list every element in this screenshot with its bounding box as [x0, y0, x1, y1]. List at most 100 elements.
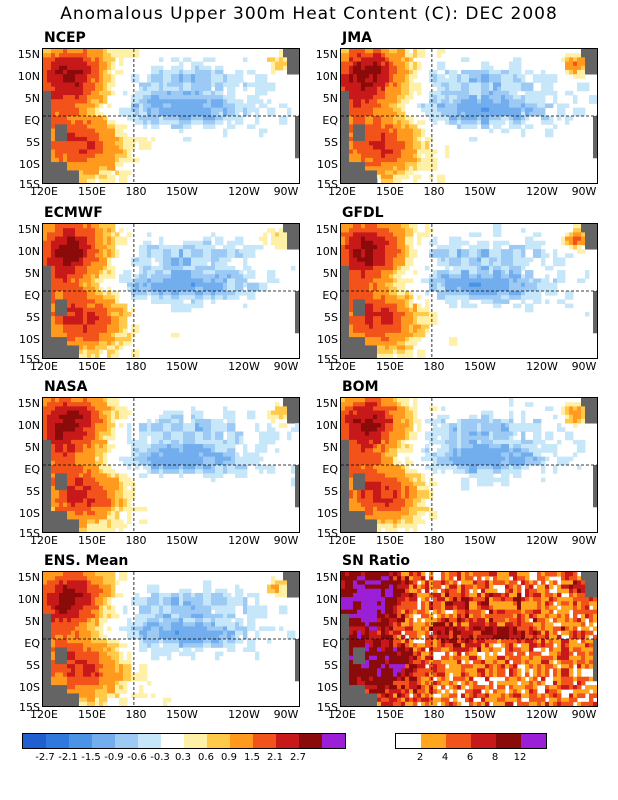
panel-title: ECMWF	[44, 205, 103, 221]
lat-tick-label: 5N	[24, 267, 40, 280]
lat-tick-label: 15N	[17, 397, 40, 410]
lat-tick-label: 10N	[17, 245, 40, 258]
lon-tick-label: 90W	[571, 708, 597, 721]
lat-tick-label: 15S	[317, 353, 338, 366]
lat-tick-label: 5S	[324, 136, 338, 149]
lon-tick-label: 90W	[571, 360, 597, 373]
colorbar-label: 0.6	[198, 752, 214, 763]
colorbar-swatch	[396, 734, 421, 748]
lat-tick-label: 15N	[17, 48, 40, 61]
contour-field	[43, 49, 299, 183]
lat-tick-label: 5N	[322, 615, 338, 628]
lon-tick-label: 180	[423, 185, 445, 198]
colorbar-swatch	[184, 734, 207, 748]
lon-tick-label: 120W	[526, 534, 558, 547]
lon-tick-label: 120W	[526, 708, 558, 721]
colorbar-label: -0.9	[104, 752, 124, 763]
colorbar-swatch	[322, 734, 345, 748]
lon-tick-label: 180	[125, 534, 147, 547]
lon-tick-label: 120W	[228, 708, 260, 721]
lat-tick-label: 5S	[26, 659, 40, 672]
lat-tick-label: 10N	[315, 419, 338, 432]
lon-tick-label: 120W	[228, 534, 260, 547]
figure-title: Anomalous Upper 300m Heat Content (C): D…	[60, 4, 558, 24]
lat-tick-label: 15S	[19, 527, 40, 540]
map-panel-sn-ratio: SN Ratio 15N 10N 5N EQ 5S 10S 15S 120E 150E 180 150…	[298, 553, 608, 723]
lat-tick-label: 10N	[315, 593, 338, 606]
panel-title: SN Ratio	[342, 553, 411, 569]
lat-tick-label: 10N	[315, 245, 338, 258]
lon-tick-label: 120E	[30, 360, 58, 373]
map-plot	[42, 571, 300, 707]
colorbar-swatch	[23, 734, 46, 748]
lat-tick-label: 10S	[19, 507, 40, 520]
lon-tick-label: 150W	[166, 708, 198, 721]
lat-tick-label: 15S	[19, 178, 40, 191]
sn-ratio-colorbar	[395, 733, 547, 749]
lon-tick-label: 180	[125, 185, 147, 198]
map-plot	[42, 397, 300, 533]
lon-tick-label: 90W	[273, 708, 299, 721]
lat-tick-label: 5N	[24, 92, 40, 105]
lat-tick-label: 5S	[324, 485, 338, 498]
map-plot	[340, 48, 598, 184]
colorbar-label: -0.6	[127, 752, 147, 763]
lon-tick-label: 90W	[571, 534, 597, 547]
lat-tick-label: 15N	[315, 571, 338, 584]
lon-tick-label: 150W	[166, 534, 198, 547]
colorbar-swatch	[69, 734, 92, 748]
colorbar-swatch	[496, 734, 521, 748]
colorbar-swatch	[521, 734, 546, 748]
panel-title: ENS. Mean	[44, 553, 129, 569]
lon-tick-label: 90W	[273, 185, 299, 198]
lat-tick-label: 5N	[322, 267, 338, 280]
lon-tick-label: 90W	[571, 185, 597, 198]
contour-field	[341, 398, 597, 532]
lon-tick-label: 150E	[376, 185, 404, 198]
lat-tick-label: EQ	[24, 637, 40, 650]
lat-tick-label: 10S	[19, 158, 40, 171]
lon-tick-label: 120W	[228, 185, 260, 198]
lat-tick-label: 10S	[19, 333, 40, 346]
lon-tick-label: 150E	[78, 360, 106, 373]
lat-tick-label: 10S	[317, 681, 338, 694]
map-panel-ncep: NCEP 15N 10N 5N EQ 5S 10S 15S 120E 150E 180 150W 120…	[0, 30, 310, 200]
map-plot	[340, 397, 598, 533]
lon-tick-label: 120W	[526, 360, 558, 373]
colorbar-label: 8	[491, 752, 499, 763]
lon-tick-label: 150E	[376, 534, 404, 547]
lat-tick-label: 10S	[19, 681, 40, 694]
lat-tick-label: EQ	[322, 289, 338, 302]
map-plot	[340, 223, 598, 359]
map-panel-ens-mean: ENS. Mean 15N 10N 5N EQ 5S 10S 15S 120E 150E 180 15…	[0, 553, 310, 723]
lon-tick-label: 120E	[328, 708, 356, 721]
lon-tick-label: 120W	[526, 185, 558, 198]
lat-tick-label: EQ	[322, 114, 338, 127]
lat-tick-label: EQ	[322, 463, 338, 476]
lat-tick-label: 10S	[317, 507, 338, 520]
colorbar-label: 0.9	[221, 752, 237, 763]
lat-tick-label: 10N	[17, 419, 40, 432]
lon-tick-label: 120E	[30, 708, 58, 721]
lat-tick-label: 15S	[19, 353, 40, 366]
colorbar-label: -2.7	[35, 752, 55, 763]
lat-tick-label: 15N	[315, 397, 338, 410]
panel-title: JMA	[342, 30, 372, 46]
lon-tick-label: 150W	[464, 360, 496, 373]
colorbar-swatch	[46, 734, 69, 748]
colorbar-swatch	[138, 734, 161, 748]
lon-tick-label: 120E	[328, 185, 356, 198]
lon-tick-label: 180	[125, 708, 147, 721]
panel-title: NCEP	[44, 30, 86, 46]
lon-tick-label: 150W	[464, 534, 496, 547]
colorbar-label: 12	[513, 752, 527, 763]
lat-tick-label: EQ	[24, 289, 40, 302]
colorbar-label: 1.5	[244, 752, 260, 763]
lat-tick-label: 10N	[17, 70, 40, 83]
map-panel-gfdl: GFDL 15N 10N 5N EQ 5S 10S 15S 120E 150E 180 150W 120…	[298, 205, 608, 375]
colorbar-swatch	[161, 734, 184, 748]
panel-title: GFDL	[342, 205, 384, 221]
lon-tick-label: 120W	[228, 360, 260, 373]
colorbar-label: 2.1	[267, 752, 283, 763]
lat-tick-label: 10N	[17, 593, 40, 606]
